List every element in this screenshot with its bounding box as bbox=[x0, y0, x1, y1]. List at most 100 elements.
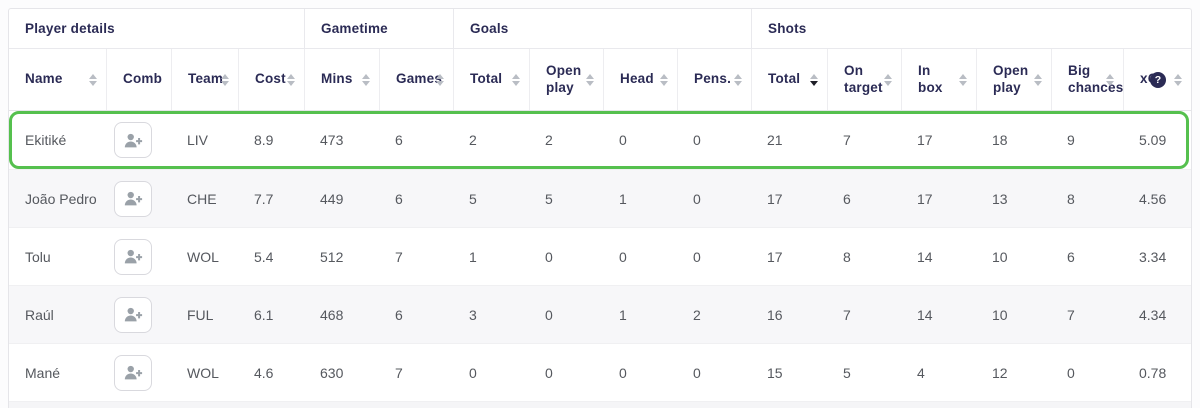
column-label: Big chances bbox=[1068, 62, 1124, 95]
sort-up-arrow bbox=[1174, 73, 1182, 79]
cell-cost: 7.7 bbox=[254, 190, 274, 207]
sort-up-arrow bbox=[287, 73, 295, 79]
column-header-comb: Comb bbox=[106, 49, 171, 110]
column-header-shots-in-box[interactable]: In box bbox=[901, 49, 976, 110]
cell-shots-total: 16 bbox=[767, 306, 783, 323]
cell-shots-open-play: 10 bbox=[992, 306, 1008, 323]
cell-shots-on-target: 7 bbox=[843, 132, 851, 148]
person-add-icon bbox=[123, 306, 143, 323]
add-player-button[interactable] bbox=[114, 180, 152, 217]
column-label: Head bbox=[620, 71, 654, 87]
player-row-ekitik: Ekitiké LIV 8.9 473 6 2 2 0 0 21 7 17 18 9 5.09 bbox=[9, 111, 1191, 169]
cell-shots-on-target: 8 bbox=[843, 248, 851, 265]
column-header-shots-open-play[interactable]: Open play bbox=[976, 49, 1051, 110]
column-label: Open play bbox=[993, 62, 1029, 95]
column-header-goals-head[interactable]: Head bbox=[603, 49, 677, 110]
group-header-row: Player details Gametime Goals Shots bbox=[9, 9, 1191, 49]
add-player-button[interactable] bbox=[114, 122, 152, 158]
column-header-team[interactable]: Team bbox=[171, 49, 238, 110]
cell-goals-open-play: 5 bbox=[545, 190, 553, 207]
cell-mins: 473 bbox=[320, 132, 344, 148]
sort-icon[interactable] bbox=[1174, 73, 1182, 86]
sort-down-arrow bbox=[810, 80, 818, 86]
add-player-button[interactable] bbox=[114, 238, 152, 275]
column-header-goals-total[interactable]: Total bbox=[453, 49, 529, 110]
sort-icon[interactable] bbox=[660, 73, 668, 86]
group-label: Goals bbox=[470, 21, 509, 36]
cell-big-chances: 6 bbox=[1067, 248, 1075, 265]
cell-goals-total: 1 bbox=[469, 248, 477, 265]
cell-name: Raúl bbox=[25, 306, 54, 323]
cell-xg: 4.34 bbox=[1139, 306, 1167, 323]
cell-xg: 3.34 bbox=[1139, 248, 1167, 265]
cell-goals-total: 2 bbox=[469, 132, 477, 148]
column-header-goals-open-play[interactable]: Open play bbox=[529, 49, 603, 110]
sort-down-arrow bbox=[436, 80, 444, 86]
group-label: Player details bbox=[25, 21, 115, 36]
column-header-xg[interactable]: xG? bbox=[1123, 49, 1191, 110]
comb-cell bbox=[106, 170, 171, 227]
cell-name: Mané bbox=[25, 364, 61, 381]
cell-goals-pens: 0 bbox=[693, 132, 701, 148]
cell-shots-open-play: 10 bbox=[992, 248, 1008, 265]
sort-up-arrow bbox=[810, 73, 818, 79]
column-label: Comb bbox=[123, 71, 163, 87]
add-player-button[interactable] bbox=[114, 354, 152, 391]
sort-down-arrow bbox=[362, 80, 370, 86]
sort-up-arrow bbox=[959, 73, 967, 79]
sort-icon[interactable] bbox=[586, 73, 594, 86]
cell-big-chances: 8 bbox=[1067, 190, 1075, 207]
group-header-player-details: Player details bbox=[9, 9, 304, 48]
cell-shots-open-play: 18 bbox=[992, 132, 1008, 148]
sort-icon-active[interactable] bbox=[810, 73, 818, 86]
cell-shots-in-box: 17 bbox=[917, 190, 933, 207]
cell-goals-total: 5 bbox=[469, 190, 477, 207]
cell-goals-open-play: 2 bbox=[545, 132, 553, 148]
sort-down-arrow bbox=[734, 80, 742, 86]
sort-icon[interactable] bbox=[436, 73, 444, 86]
cell-games: 6 bbox=[395, 190, 403, 207]
cell-xg: 0.78 bbox=[1139, 364, 1167, 381]
column-header-big-chances[interactable]: Big chances bbox=[1051, 49, 1123, 110]
cell-shots-in-box: 4 bbox=[917, 364, 925, 381]
cell-goals-head: 0 bbox=[619, 132, 627, 148]
sort-icon[interactable] bbox=[287, 73, 295, 86]
sort-icon[interactable] bbox=[362, 73, 370, 86]
cell-shots-in-box: 14 bbox=[917, 248, 933, 265]
column-header-name[interactable]: Name bbox=[9, 49, 106, 110]
sort-down-arrow bbox=[1174, 80, 1182, 86]
column-header-mins[interactable]: Mins bbox=[304, 49, 379, 110]
sort-up-arrow bbox=[512, 73, 520, 79]
comb-cell bbox=[106, 344, 171, 401]
group-label: Gametime bbox=[321, 21, 388, 36]
sort-icon[interactable] bbox=[221, 73, 229, 86]
column-header-cost[interactable]: Cost bbox=[238, 49, 304, 110]
person-add-icon bbox=[123, 364, 143, 381]
comb-cell bbox=[106, 228, 171, 285]
sort-up-arrow bbox=[734, 73, 742, 79]
column-header-games[interactable]: Games bbox=[379, 49, 453, 110]
cell-xg: 5.09 bbox=[1139, 132, 1167, 148]
column-header-goals-pens[interactable]: Pens. bbox=[677, 49, 751, 110]
sort-icon[interactable] bbox=[959, 73, 967, 86]
player-row-tolu: Tolu WOL 5.4 512 7 1 0 0 0 17 8 14 10 6 3.34 bbox=[9, 227, 1191, 285]
column-header-shots-total[interactable]: Total bbox=[751, 49, 827, 110]
sort-icon[interactable] bbox=[884, 73, 892, 86]
comb-cell bbox=[106, 111, 171, 169]
cell-goals-head: 1 bbox=[619, 190, 627, 207]
sort-icon[interactable] bbox=[89, 73, 97, 86]
group-header-goals: Goals bbox=[453, 9, 751, 48]
sort-icon[interactable] bbox=[1034, 73, 1042, 86]
sort-icon[interactable] bbox=[734, 73, 742, 86]
cell-goals-open-play: 0 bbox=[545, 248, 553, 265]
sort-icon[interactable] bbox=[512, 73, 520, 86]
add-player-button[interactable] bbox=[114, 296, 152, 333]
sort-icon[interactable] bbox=[1106, 73, 1114, 86]
cell-team: CHE bbox=[187, 190, 217, 207]
xg-info-icon[interactable]: ? bbox=[1150, 71, 1166, 88]
column-header-shots-on-target[interactable]: On target bbox=[827, 49, 901, 110]
column-label: Name bbox=[25, 71, 63, 87]
column-label: Total bbox=[768, 71, 801, 87]
player-row-man: Mané WOL 4.6 630 7 0 0 0 0 15 5 4 12 0 0.78 bbox=[9, 343, 1191, 401]
person-add-icon bbox=[123, 132, 143, 149]
